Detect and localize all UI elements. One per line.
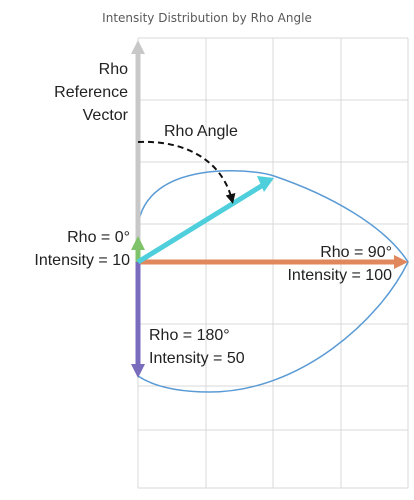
rho90-arrowhead: [394, 255, 408, 269]
rho0-label-line2: Intensity = 10: [34, 252, 130, 269]
rho180-label-line2: Intensity = 50: [149, 350, 245, 367]
rho90-label-line1: Rho = 90°: [320, 244, 392, 261]
rho-reference-label-line1: Rho: [99, 61, 128, 78]
rho180-label-line1: Rho = 180°: [149, 327, 230, 344]
rho0-label-line1: Rho = 0°: [67, 229, 130, 246]
rho-angle-label: Rho Angle: [164, 123, 238, 140]
rho-reference-label-line2: Reference: [54, 84, 128, 101]
rho-angle-vector-arrowhead: [257, 176, 274, 192]
rho-reference-arrowhead: [131, 40, 145, 54]
rho90-label-line2: Intensity = 100: [287, 267, 392, 284]
rho180-arrowhead: [131, 364, 145, 378]
rho0-arrowhead: [131, 236, 145, 250]
diagram-title: Intensity Distribution by Rho Angle: [102, 11, 312, 25]
rho-angle-vector: [136, 182, 265, 265]
rho-angle-arc: [137, 140, 236, 204]
rho-reference-label-line3: Vector: [83, 107, 129, 124]
intensity-curve: [137, 169, 409, 393]
